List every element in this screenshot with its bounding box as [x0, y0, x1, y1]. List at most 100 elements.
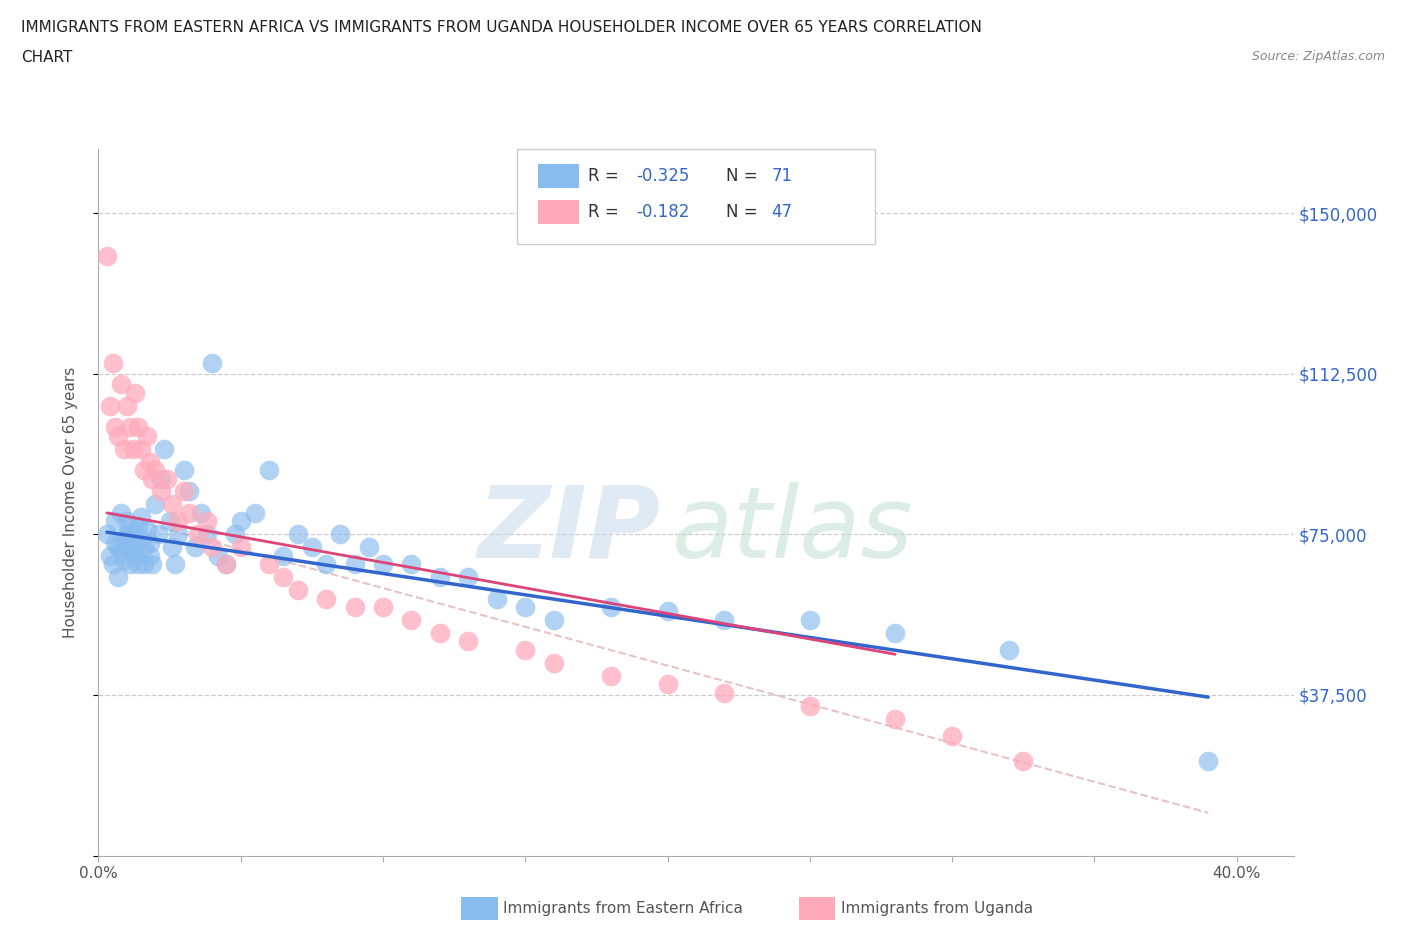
Point: [153, 441, 176, 456]
Text: R =: R =: [588, 204, 624, 221]
Point: [124, 386, 146, 401]
Point: [124, 527, 146, 542]
Point: [107, 539, 129, 554]
Point: [118, 523, 141, 538]
Point: [104, 536, 127, 551]
Point: [515, 600, 537, 615]
Point: [343, 600, 366, 615]
Text: Immigrants from Eastern Africa: Immigrants from Eastern Africa: [503, 901, 744, 916]
Point: [201, 539, 224, 554]
Text: 71: 71: [772, 166, 793, 185]
Text: Immigrants from Uganda: Immigrants from Uganda: [841, 901, 1033, 916]
Point: [138, 536, 160, 551]
Point: [138, 549, 160, 564]
Point: [998, 643, 1021, 658]
Point: [148, 527, 170, 542]
Point: [115, 514, 138, 529]
Point: [301, 539, 323, 554]
Point: [315, 591, 337, 606]
Point: [141, 557, 163, 572]
Point: [107, 570, 129, 585]
Point: [165, 557, 187, 572]
Point: [173, 462, 195, 477]
Point: [115, 398, 138, 413]
Point: [257, 557, 280, 572]
Point: [167, 514, 190, 529]
Point: [257, 462, 280, 477]
Point: [273, 570, 295, 585]
Point: [371, 600, 394, 615]
Point: [107, 429, 129, 444]
Point: [104, 419, 127, 434]
Text: -0.325: -0.325: [637, 166, 689, 185]
Point: [143, 497, 166, 512]
Point: [141, 472, 163, 486]
Point: [129, 531, 152, 546]
Point: [150, 484, 173, 498]
Text: -0.182: -0.182: [637, 204, 689, 221]
Point: [179, 484, 201, 498]
Text: N =: N =: [725, 204, 762, 221]
Point: [143, 462, 166, 477]
Text: Source: ZipAtlas.com: Source: ZipAtlas.com: [1251, 50, 1385, 63]
Point: [187, 527, 209, 542]
Point: [401, 613, 423, 628]
Point: [243, 506, 266, 521]
Point: [713, 685, 735, 700]
FancyBboxPatch shape: [538, 164, 579, 188]
Point: [799, 613, 821, 628]
Text: N =: N =: [725, 166, 762, 185]
Point: [357, 539, 380, 554]
Y-axis label: Householder Income Over 65 years: Householder Income Over 65 years: [63, 366, 77, 638]
Point: [96, 527, 118, 542]
Point: [124, 549, 146, 564]
Point: [156, 472, 179, 486]
Point: [98, 549, 121, 564]
Point: [941, 728, 963, 743]
Point: [224, 527, 246, 542]
Point: [173, 484, 195, 498]
Point: [1012, 754, 1035, 769]
Point: [135, 523, 157, 538]
Point: [195, 527, 218, 542]
Point: [401, 557, 423, 572]
Point: [215, 557, 238, 572]
Point: [129, 441, 152, 456]
Point: [799, 698, 821, 713]
Point: [884, 711, 907, 726]
Point: [101, 557, 124, 572]
Point: [599, 669, 621, 684]
Point: [162, 497, 184, 512]
Point: [121, 536, 143, 551]
Point: [329, 527, 352, 542]
Point: [429, 625, 451, 640]
Point: [129, 510, 152, 525]
Text: atlas: atlas: [672, 482, 914, 579]
Point: [112, 552, 135, 567]
Point: [179, 506, 201, 521]
Point: [515, 643, 537, 658]
Point: [713, 613, 735, 628]
Point: [132, 462, 155, 477]
Point: [112, 531, 135, 546]
Point: [118, 419, 141, 434]
Point: [229, 514, 252, 529]
Point: [657, 677, 679, 692]
Text: R =: R =: [588, 166, 624, 185]
Point: [599, 600, 621, 615]
Point: [115, 527, 138, 542]
Point: [96, 248, 118, 263]
Point: [150, 472, 173, 486]
Point: [543, 656, 565, 671]
Point: [132, 557, 155, 572]
Point: [457, 570, 479, 585]
Point: [657, 604, 679, 618]
Point: [132, 539, 155, 554]
Point: [135, 429, 157, 444]
FancyBboxPatch shape: [517, 149, 875, 245]
Point: [229, 539, 252, 554]
Point: [429, 570, 451, 585]
Point: [184, 539, 207, 554]
Point: [104, 514, 127, 529]
Point: [287, 582, 309, 597]
